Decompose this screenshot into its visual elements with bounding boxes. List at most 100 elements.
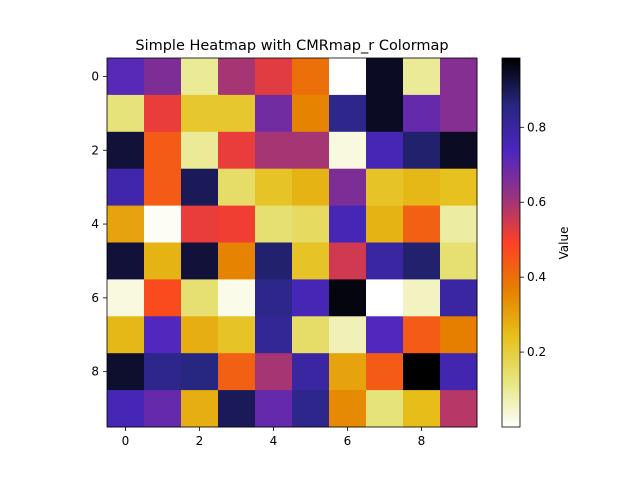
colorbar-gradient-segment: [502, 382, 520, 384]
colorbar-gradient-segment: [502, 105, 520, 107]
colorbar-gradient-segment: [502, 343, 520, 345]
colorbar-gradient-segment: [502, 178, 520, 180]
colorbar-gradient-segment: [502, 294, 520, 296]
colorbar-gradient-segment: [502, 347, 520, 349]
colorbar-gradient-segment: [502, 149, 520, 151]
colorbar-gradient-segment: [502, 120, 520, 122]
colorbar-gradient-segment: [502, 275, 520, 277]
colorbar-gradient-segment: [502, 327, 520, 329]
colorbar-gradient-segment: [502, 117, 520, 119]
colorbar-gradient-segment: [502, 225, 520, 227]
heatmap-cell-1-7: [366, 94, 404, 133]
colorbar-gradient-segment: [502, 153, 520, 155]
colorbar-gradient-segment: [502, 222, 520, 224]
y-tick-label: 6: [91, 291, 99, 305]
colorbar-gradient-segment: [502, 371, 520, 373]
colorbar-gradient-segment: [502, 123, 520, 125]
colorbar-gradient-segment: [502, 289, 520, 291]
colorbar-gradient-segment: [502, 129, 520, 131]
colorbar-gradient-segment: [502, 380, 520, 382]
colorbar-gradient-segment: [502, 379, 520, 381]
colorbar-gradient-segment: [502, 300, 520, 302]
colorbar-gradient-segment: [502, 369, 520, 371]
colorbar-tick-label: 0.2: [527, 345, 546, 359]
colorbar-gradient-segment: [502, 173, 520, 175]
colorbar-gradient-segment: [502, 312, 520, 314]
colorbar-gradient-segment: [502, 126, 520, 128]
colorbar-gradient-segment: [502, 224, 520, 226]
colorbar-gradient-segment: [502, 417, 520, 419]
heatmap-cell-9-5: [292, 390, 330, 428]
heatmap-cell-6-9: [440, 279, 478, 317]
colorbar-gradient-segment: [502, 298, 520, 300]
heatmap-cell-8-4: [255, 353, 293, 391]
colorbar-gradient-segment: [502, 61, 520, 63]
colorbar-gradient-segment: [502, 262, 520, 264]
colorbar-gradient-segment: [502, 387, 520, 389]
colorbar-gradient-segment: [502, 86, 520, 88]
colorbar-gradient-segment: [502, 396, 520, 398]
colorbar-gradient-segment: [502, 157, 520, 159]
plot-frame: [106, 57, 478, 428]
colorbar-gradient-segment: [502, 159, 520, 161]
colorbar-frame: [501, 57, 521, 428]
colorbar-gradient-segment: [502, 315, 520, 317]
colorbar-gradient-segment: [502, 270, 520, 272]
colorbar-gradient-segment: [502, 411, 520, 413]
colorbar-gradient-segment: [502, 231, 520, 233]
colorbar-gradient-segment: [502, 192, 520, 194]
colorbar-gradient-segment: [502, 156, 520, 158]
colorbar-gradient-segment: [502, 195, 520, 197]
colorbar-gradient-segment: [502, 98, 520, 100]
colorbar-label: Value: [557, 227, 571, 260]
colorbar-gradient-segment: [502, 130, 520, 132]
colorbar-gradient-segment: [502, 227, 520, 229]
heatmap-cell-2-5: [292, 131, 330, 170]
colorbar-gradient-segment: [502, 79, 520, 81]
colorbar-gradient-segment: [502, 395, 520, 397]
colorbar-gradient-segment: [502, 288, 520, 290]
colorbar-gradient-segment: [502, 220, 520, 222]
colorbar-gradient-segment: [502, 311, 520, 313]
colorbar-gradient-segment: [502, 206, 520, 208]
colorbar-gradient-segment: [502, 402, 520, 404]
colorbar-gradient-segment: [502, 190, 520, 192]
colorbar-gradient-segment: [502, 151, 520, 153]
colorbar-gradient-segment: [502, 265, 520, 267]
heatmap-cell-1-4: [255, 94, 293, 133]
colorbar-gradient-segment: [502, 124, 520, 126]
heatmap-cell-8-8: [403, 353, 441, 391]
colorbar-gradient-segment: [502, 240, 520, 242]
colorbar-tick-label: 0.6: [527, 195, 546, 209]
colorbar-gradient-segment: [502, 229, 520, 231]
colorbar-gradient-segment: [502, 75, 520, 77]
chart-title: Simple Heatmap with CMRmap_r Colormap: [135, 38, 448, 54]
colorbar-gradient-segment: [502, 84, 520, 86]
colorbar-gradient-segment: [502, 121, 520, 123]
colorbar-gradient-segment: [502, 141, 520, 143]
heatmap-cell-4-2: [181, 205, 219, 243]
colorbar-gradient-segment: [502, 323, 520, 325]
colorbar-gradient-segment: [502, 355, 520, 357]
colorbar-gradient-segment: [502, 360, 520, 362]
colorbar-gradient-segment: [502, 361, 520, 363]
colorbar-gradient-segment: [502, 316, 520, 318]
colorbar-gradient-segment: [502, 94, 520, 96]
colorbar-gradient-segment: [502, 286, 520, 288]
heatmap-cell-5-6: [329, 242, 367, 280]
colorbar-gradient-segment: [502, 246, 520, 248]
colorbar-gradient-segment: [502, 174, 520, 176]
colorbar-gradient-segment: [502, 212, 520, 214]
colorbar-gradient-segment: [502, 218, 520, 220]
colorbar-gradient-segment: [502, 171, 520, 173]
colorbar-gradient-segment: [502, 420, 520, 422]
heatmap-cell-3-6: [329, 168, 367, 207]
colorbar-gradient-segment: [502, 112, 520, 114]
colorbar-gradient-segment: [502, 385, 520, 387]
heatmap-cell-9-8: [403, 390, 441, 428]
heatmap-cell-3-1: [144, 168, 182, 207]
colorbar-gradient-segment: [502, 93, 520, 95]
colorbar-gradient-segment: [502, 223, 520, 225]
colorbar-gradient-segment: [502, 414, 520, 416]
heatmap-cell-4-4: [255, 205, 293, 243]
